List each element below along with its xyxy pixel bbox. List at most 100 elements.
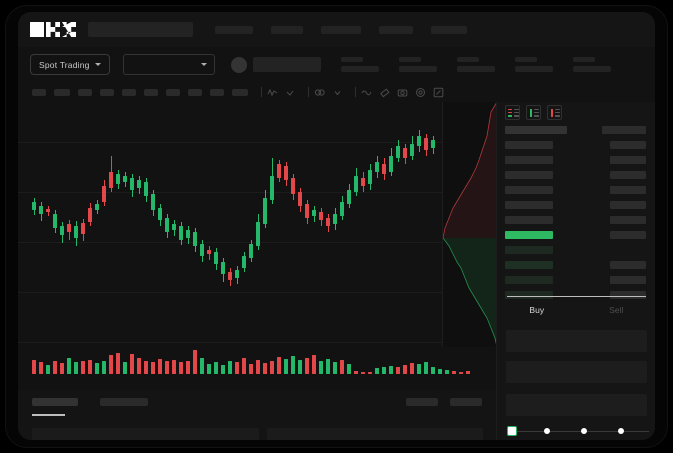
orderbook-row-value[interactable] <box>610 216 646 224</box>
candle-body <box>368 170 372 184</box>
candle-body <box>151 194 155 210</box>
volume-bar <box>95 363 99 374</box>
pair-selector[interactable] <box>122 54 215 75</box>
volume-bar <box>431 367 435 374</box>
slider-stop-25[interactable] <box>544 428 550 434</box>
orderbook-row[interactable] <box>505 246 553 254</box>
settings-gear-icon[interactable] <box>415 87 426 98</box>
interval-4[interactable] <box>100 88 114 96</box>
orderbook-row-value[interactable] <box>610 186 646 194</box>
orderbook-row[interactable] <box>505 276 553 284</box>
tab-buy[interactable]: Buy <box>529 305 545 315</box>
amount-percent-slider[interactable] <box>507 426 649 436</box>
candle-body <box>53 214 57 228</box>
candle <box>102 102 106 347</box>
okx-logo[interactable] <box>30 22 76 37</box>
orderbook-row[interactable] <box>505 171 553 179</box>
candle <box>137 102 141 347</box>
interval-8[interactable] <box>188 88 202 96</box>
bp-action-1[interactable] <box>406 398 438 406</box>
stat-last-price <box>340 57 379 72</box>
slider-stop-50[interactable] <box>581 428 587 434</box>
orderbook-row-value[interactable] <box>610 291 646 299</box>
chevron-down-small-icon[interactable] <box>332 87 343 98</box>
nav-item-5[interactable] <box>431 25 467 34</box>
stat-high <box>456 57 495 72</box>
tab-sell[interactable]: Sell <box>609 305 624 315</box>
chevron-down-icon[interactable] <box>285 87 296 98</box>
active-tab-underline <box>32 414 65 416</box>
orderbook-row-value[interactable] <box>610 141 646 149</box>
trading-mode-dropdown[interactable]: Spot Trading <box>30 54 110 75</box>
orderbook-row[interactable] <box>505 126 567 134</box>
candle <box>242 102 246 347</box>
interval-9[interactable] <box>210 88 224 96</box>
volume-bar <box>116 353 120 374</box>
price-field[interactable] <box>506 330 647 352</box>
candlestick-chart[interactable] <box>18 102 496 390</box>
orderbook-row-value[interactable] <box>610 156 646 164</box>
orderbook-row-value[interactable] <box>610 201 646 209</box>
volume-bar <box>53 361 57 374</box>
interval-10[interactable] <box>232 88 248 96</box>
orderbook-row-highlighted[interactable] <box>505 231 553 239</box>
orderbook-rows[interactable] <box>497 126 655 306</box>
amount-field[interactable] <box>506 361 647 383</box>
candle-body <box>193 232 197 246</box>
orderbook-bids-icon[interactable] <box>526 105 541 120</box>
total-field[interactable] <box>506 394 647 416</box>
orderbook-row-value[interactable] <box>610 276 646 284</box>
interval-1[interactable] <box>32 88 46 96</box>
slider-stop-75[interactable] <box>618 428 624 434</box>
stat-low <box>514 57 553 72</box>
candle <box>53 102 57 347</box>
orderbook-row[interactable] <box>505 201 553 209</box>
orderbook-row-value[interactable] <box>610 231 646 239</box>
orderbook-row[interactable] <box>505 216 553 224</box>
volume-bar <box>466 371 470 374</box>
slider-handle[interactable] <box>507 426 517 436</box>
nav-item-4[interactable] <box>379 25 413 34</box>
orderbook-both-icon[interactable] <box>505 105 520 120</box>
candle-body <box>109 172 113 188</box>
chart-line-icon[interactable] <box>267 87 278 98</box>
interval-2[interactable] <box>54 88 70 96</box>
bp-action-2[interactable] <box>450 398 482 406</box>
nav-item-1[interactable] <box>215 25 253 34</box>
interval-3[interactable] <box>78 88 92 96</box>
orderbook-row[interactable] <box>505 141 553 149</box>
nav-item-3[interactable] <box>321 25 361 34</box>
depth-chart-overlay[interactable] <box>442 102 496 347</box>
interval-7[interactable] <box>166 88 180 96</box>
fullscreen-icon[interactable] <box>433 87 444 98</box>
candle <box>165 102 169 347</box>
search-input[interactable] <box>88 22 193 37</box>
stat-volume <box>572 57 611 72</box>
candle <box>375 102 379 347</box>
eraser-icon[interactable] <box>379 87 390 98</box>
interval-5[interactable] <box>122 88 136 96</box>
nav-item-2[interactable] <box>271 25 303 34</box>
tab-open-orders[interactable] <box>32 398 78 406</box>
candle <box>221 102 225 347</box>
orderbook-row-value[interactable] <box>610 261 646 269</box>
volume-bar <box>319 361 323 374</box>
orderbook-row[interactable] <box>505 186 553 194</box>
compare-icon[interactable] <box>314 87 325 98</box>
orderbook-row-value[interactable] <box>610 171 646 179</box>
stat-low-label <box>514 57 537 62</box>
orderbook-row[interactable] <box>505 261 553 269</box>
orderbook-row[interactable] <box>505 291 553 299</box>
interval-6[interactable] <box>144 88 158 96</box>
tab-order-history[interactable] <box>100 398 148 406</box>
wave-indicator-icon[interactable] <box>361 87 372 98</box>
orderbook-row[interactable] <box>505 156 553 164</box>
candle <box>130 102 134 347</box>
orderbook-row-value[interactable] <box>602 126 646 134</box>
volume-bar <box>361 372 365 374</box>
orderbook-asks-icon[interactable] <box>547 105 562 120</box>
volume-bar <box>270 361 274 374</box>
camera-icon[interactable] <box>397 87 408 98</box>
volume-bar <box>452 371 456 374</box>
candle <box>228 102 232 347</box>
